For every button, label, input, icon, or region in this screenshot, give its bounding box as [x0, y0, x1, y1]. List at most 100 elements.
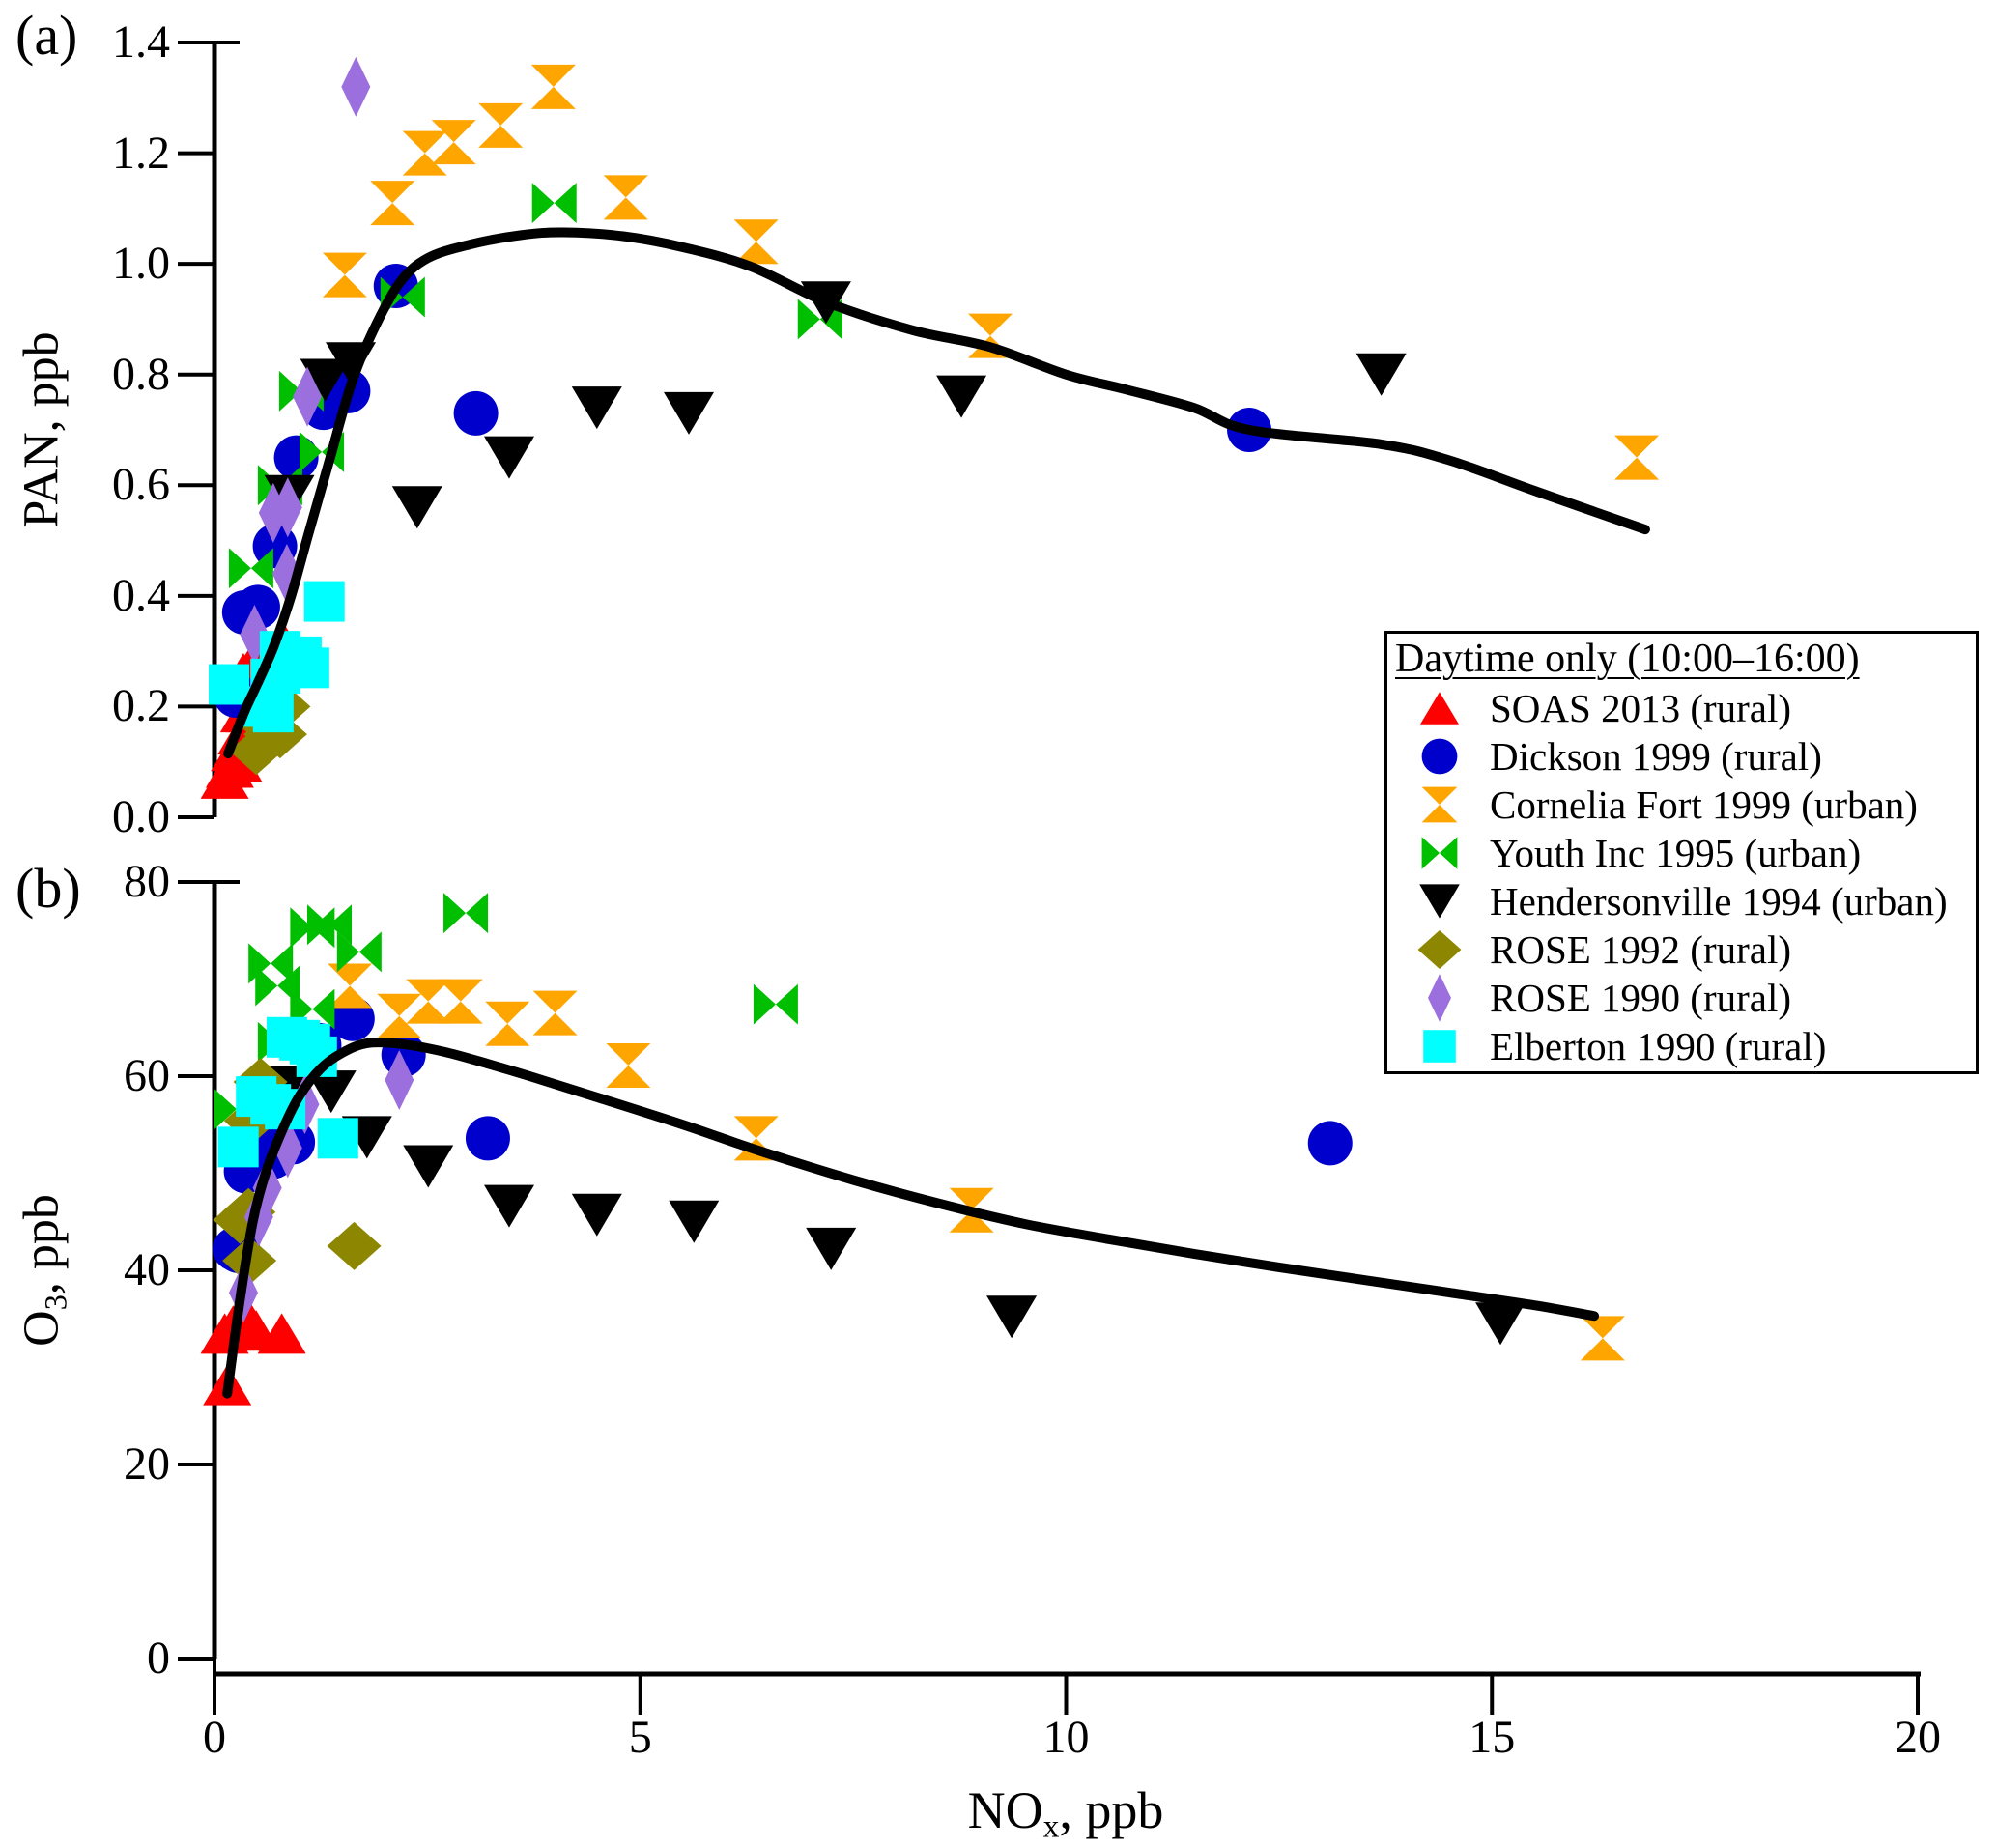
legend-item-label: Cornelia Fort 1999 (urban) [1490, 782, 1918, 827]
fit-curve [223, 227, 1650, 759]
data-point [377, 993, 422, 1038]
bowtie-marker [1421, 837, 1458, 869]
data-point [288, 647, 329, 689]
data-point [571, 386, 622, 430]
circle-icon [1421, 738, 1458, 775]
legend-item-label: Dickson 1999 (rural) [1490, 733, 1822, 779]
data-point [341, 56, 371, 117]
data-point [453, 390, 499, 436]
y-tick-label-a: 0.0 [112, 791, 170, 842]
legend-item: ROSE 1990 (rural) [1387, 974, 1976, 1022]
y-tick-label-b: 40 [124, 1244, 170, 1295]
diamond-marker [1417, 930, 1462, 969]
panel-a [178, 41, 1660, 819]
data-point [307, 904, 353, 946]
data-point [1475, 1302, 1526, 1346]
fit-curve [222, 1038, 1600, 1399]
legend-item: Elberton 1990 (rural) [1387, 1022, 1976, 1070]
circle-marker [1421, 738, 1458, 775]
data-point [531, 183, 577, 224]
panel-a-label: (a) [15, 4, 78, 67]
data-point [228, 548, 273, 589]
data-point [217, 1126, 259, 1168]
data-point [603, 175, 648, 220]
x-tick-label: 20 [1895, 1712, 1941, 1763]
data-point [235, 584, 280, 630]
data-point [322, 252, 367, 298]
y-tick-label-b: 80 [124, 856, 170, 907]
data-point [402, 130, 447, 176]
data-point [438, 979, 483, 1024]
data-point [327, 1221, 382, 1270]
data-point [936, 375, 987, 418]
x-tick-label: 0 [203, 1712, 226, 1763]
hourglass-icon [1421, 786, 1458, 823]
y-tick-label-b: 0 [147, 1633, 170, 1684]
data-point [305, 1070, 357, 1114]
triangle-up-icon [1420, 692, 1459, 725]
legend-title: Daytime only (10:00–16:00) [1395, 637, 1860, 681]
data-point [806, 1227, 857, 1270]
triangle-down-icon [1419, 884, 1460, 919]
legend-item-label: ROSE 1990 (rural) [1490, 975, 1792, 1020]
data-point [272, 477, 302, 538]
legend-item: ROSE 1992 (rural) [1387, 925, 1976, 974]
data-point [370, 181, 415, 226]
data-point [443, 893, 489, 934]
y-tick-label-a: 1.2 [112, 127, 170, 179]
y-tick-label-a: 0.8 [112, 348, 170, 400]
y-tick-label-b: 60 [124, 1050, 170, 1101]
data-point [257, 1313, 306, 1354]
data-point [485, 1001, 530, 1046]
x-axis-title-nox: NOx, ppb [967, 1781, 1164, 1845]
panel-b-label: (b) [15, 857, 81, 920]
data-point [1307, 1121, 1353, 1166]
square-icon [1423, 1030, 1456, 1063]
data-point [406, 979, 451, 1024]
series-elberton-1990-rural- [208, 581, 345, 733]
data-point [248, 943, 294, 984]
hourglass-marker [1421, 786, 1458, 823]
data-point [1355, 353, 1407, 396]
data-point [669, 1200, 720, 1243]
x-tick-label: 5 [628, 1712, 652, 1763]
triangle-up-marker [1420, 692, 1459, 725]
data-point [949, 1187, 994, 1233]
data-point [483, 436, 534, 479]
legend-item: Dickson 1999 (rural) [1387, 732, 1976, 781]
data-point [530, 64, 576, 109]
y-tick-label-a: 1.4 [112, 16, 170, 68]
data-point [208, 664, 249, 705]
legend-item-label: Hendersonville 1994 (urban) [1490, 878, 1948, 924]
series-hendersonville-1994-urban- [264, 281, 1407, 529]
x-tick-label: 10 [1042, 1712, 1090, 1763]
data-point [1580, 1316, 1625, 1361]
bowtie-icon [1421, 837, 1458, 869]
data-point [753, 983, 798, 1025]
data-point [532, 990, 578, 1036]
triangle-down-marker [1419, 884, 1460, 919]
data-point [317, 1118, 358, 1159]
data-point [986, 1295, 1038, 1339]
legend-item: Youth Inc 1995 (urban) [1387, 829, 1976, 877]
data-point [431, 120, 476, 165]
data-point [385, 1050, 414, 1111]
legend-box: Daytime only (10:00–16:00) SOAS 2013 (ru… [1384, 631, 1979, 1074]
data-point [465, 1116, 510, 1161]
data-point [733, 219, 779, 265]
series-cornelia-fort-1999-urban- [328, 963, 1625, 1361]
diamond-icon [1417, 930, 1462, 969]
legend-item-label: Elberton 1990 (rural) [1490, 1023, 1827, 1068]
data-point [478, 102, 524, 148]
data-point [300, 358, 351, 402]
y-tick-label-a: 0.4 [112, 569, 170, 621]
legend-item: Hendersonville 1994 (urban) [1387, 877, 1976, 925]
thin-diamond-icon [1428, 974, 1451, 1022]
legend-item-label: Youth Inc 1995 (urban) [1490, 830, 1862, 875]
data-point [293, 366, 323, 427]
y-tick-label-a: 0.2 [112, 680, 170, 732]
data-point [252, 692, 294, 733]
data-point [403, 1145, 454, 1188]
